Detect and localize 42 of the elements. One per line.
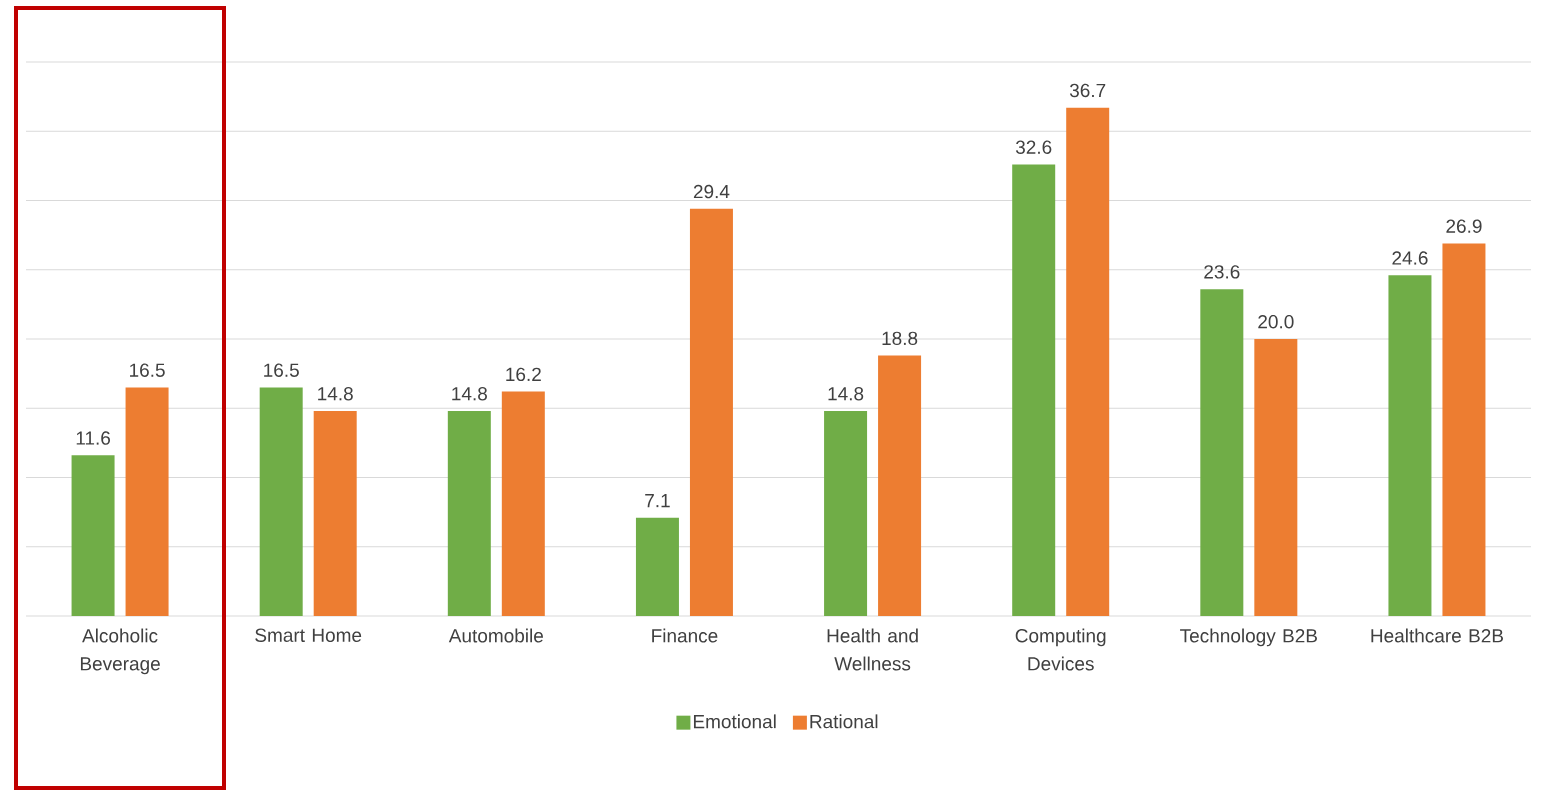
bar	[1254, 338, 1298, 616]
x-tick-label: Finance	[652, 628, 718, 643]
bar	[313, 411, 357, 616]
data-label: 16.5	[264, 363, 299, 377]
data-label: 29.4	[693, 184, 730, 199]
bar	[635, 517, 679, 616]
data-label: 20.0	[1258, 315, 1294, 329]
data-label: 18.8	[882, 331, 918, 346]
bar	[447, 411, 491, 616]
bar	[1012, 164, 1056, 616]
bar	[1066, 107, 1110, 616]
data-label: 11.6	[76, 431, 111, 445]
bar	[824, 411, 868, 616]
data-label: 24.6	[1392, 251, 1428, 265]
bar	[689, 208, 733, 616]
x-tick-label: Health and Wellness	[827, 628, 918, 671]
x-tick-label: Computing Devices	[1015, 628, 1106, 671]
x-tick-label: Healthcare B2B	[1371, 628, 1503, 643]
x-tick-label: Alcoholic Beverage	[80, 628, 160, 675]
bar	[125, 387, 169, 616]
data-label: 32.6	[1015, 140, 1052, 154]
bar	[1388, 275, 1432, 616]
bar	[878, 355, 922, 616]
data-label: 14.8	[318, 387, 353, 401]
data-label: 14.8	[452, 387, 487, 401]
bar	[1200, 289, 1244, 616]
data-label: 16.5	[130, 363, 165, 377]
data-label: 7.1	[645, 494, 670, 508]
data-label: 23.6	[1204, 265, 1240, 279]
legend-label: Rational	[810, 714, 878, 729]
data-label: 36.7	[1069, 83, 1106, 98]
bar	[1442, 243, 1486, 616]
data-label: 14.8	[828, 387, 864, 401]
bar	[501, 391, 545, 616]
bar	[259, 387, 303, 616]
data-label: 26.9	[1446, 219, 1482, 233]
x-tick-label: Technology B2B	[1180, 628, 1317, 647]
data-label: 16.2	[506, 367, 541, 382]
legend-label: Emotional	[693, 714, 776, 729]
x-tick-label: Smart Home	[255, 628, 362, 642]
bar	[71, 455, 115, 616]
x-tick-label: Automobile	[448, 628, 543, 643]
